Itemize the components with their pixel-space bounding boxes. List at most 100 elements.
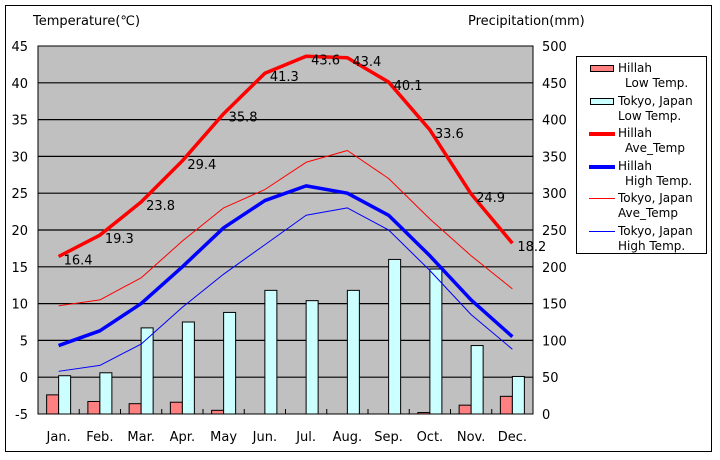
y-right-tick-label: 200 [542, 261, 567, 276]
legend: Hillah Low Temp. Tokyo, Japan Low Temp. Hill… [576, 56, 707, 254]
data-label: 18.2 [517, 240, 546, 255]
line-tokyo-japan-high-temp- [58, 207, 513, 372]
legend-item: Hillah Low Temp. [577, 60, 708, 93]
bar-1 [223, 311, 237, 415]
bar-1 [429, 268, 443, 415]
legend-swatch [589, 164, 615, 169]
legend-label: Hillah [618, 158, 652, 173]
bar-0 [87, 400, 101, 415]
legend-item: Tokyo, Japan Ave_Temp [577, 190, 708, 223]
bar-1 [99, 372, 113, 415]
legend-label: Low Temp. [625, 76, 689, 90]
legend-label: High Temp. [625, 173, 693, 188]
data-label: 43.4 [352, 55, 381, 70]
data-label: 43.6 [311, 53, 340, 68]
line-hillah-ave-temp [57, 54, 514, 259]
bar-0 [169, 401, 183, 415]
legend-item: Hillah High Temp. [577, 158, 708, 191]
legend-label: Tokyo, Japan [618, 223, 693, 238]
bar-0 [128, 403, 142, 415]
legend-label: Hillah [618, 126, 652, 140]
x-tick-label: Jul. [295, 430, 316, 445]
bar-0 [458, 404, 472, 415]
bar-1 [511, 375, 525, 415]
data-label: 41.3 [270, 70, 299, 85]
y-right-tick-label: 150 [542, 298, 567, 313]
x-axis-labels: Jan. Feb. Mar. Apr. May Jun. Jul. Aug. Sep. Oct. N… [46, 430, 527, 445]
legend-swatch [590, 97, 614, 105]
legend-swatch [589, 230, 615, 232]
y-left-tick-label: 15 [11, 261, 28, 276]
chart-frame [5, 5, 712, 452]
legend-label: Ave_Temp [625, 141, 685, 155]
y-right-tick-label: 0 [542, 408, 550, 423]
bar-1 [346, 289, 360, 415]
legend-swatch [590, 65, 614, 72]
y-axis-left-title: Temperature(℃) [32, 14, 140, 29]
x-tick-label: Feb. [86, 430, 113, 445]
bar-0 [499, 395, 513, 415]
y-left-tick-label: 0 [20, 371, 28, 386]
y-left-tick-label: -5 [15, 408, 28, 423]
legend-label: Low Temp. [618, 108, 682, 123]
legend-label: Tokyo, Japan [618, 93, 693, 108]
legend-swatch [589, 132, 615, 136]
legend-item: Hillah Ave_Temp [577, 125, 708, 158]
y-left-tick-label: 5 [20, 334, 28, 349]
x-tick-label: May [210, 430, 237, 445]
x-tick-label: Apr. [170, 430, 195, 445]
legend-swatch [589, 198, 615, 199]
bar-0 [417, 412, 431, 415]
x-tick-label: Mar. [127, 430, 154, 445]
data-label: 29.4 [187, 158, 216, 173]
y-right-tick-label: 250 [542, 224, 567, 239]
x-tick-label: Nov. [457, 430, 486, 445]
y-right-tick-label: 400 [542, 114, 567, 129]
bar-1 [140, 327, 154, 415]
bar-0 [211, 409, 225, 415]
y-axis-right-title: Precipitation(mm) [468, 14, 585, 29]
y-left-tick-label: 30 [11, 150, 28, 165]
y-axis-left: 45 40 35 30 25 20 15 10 5 0 -5 [11, 40, 28, 423]
data-label: 16.4 [64, 253, 93, 268]
data-label: 35.8 [229, 111, 258, 126]
y-left-tick-label: 45 [11, 40, 28, 55]
x-tick-label: Aug. [333, 430, 363, 445]
y-right-tick-label: 500 [542, 40, 567, 55]
bar-0 [46, 394, 60, 415]
x-tick-label: Oct. [417, 430, 444, 445]
x-tick-label: Jun. [252, 430, 277, 445]
y-right-tick-label: 100 [542, 334, 567, 349]
bar-1 [388, 258, 402, 415]
legend-item: Tokyo, Japan High Temp. [577, 223, 708, 256]
y-right-tick-label: 450 [542, 77, 567, 92]
y-right-tick-label: 50 [542, 371, 559, 386]
bar-1 [305, 300, 319, 415]
data-label: 19.3 [105, 232, 134, 247]
y-right-tick-label: 350 [542, 150, 567, 165]
bar-1 [264, 289, 278, 415]
y-left-tick-label: 25 [11, 187, 28, 202]
legend-label: High Temp. [618, 238, 686, 253]
data-label: 40.1 [394, 79, 423, 94]
bar-1 [58, 375, 72, 415]
x-tick-label: Dec. [498, 430, 527, 445]
data-label: 24.9 [476, 191, 505, 206]
data-labels: 16.4 19.3 23.8 29.4 35.8 41.3 43.6 43.4 40.1 33.6… [64, 53, 547, 268]
legend-item: Tokyo, Japan Low Temp. [577, 93, 708, 126]
legend-label: Tokyo, Japan [618, 191, 693, 205]
line-tokyo-japan-ave-temp [58, 150, 513, 307]
x-tick-label: Jan. [46, 430, 71, 445]
data-label: 33.6 [435, 127, 464, 142]
legend-label: Ave_Temp [618, 206, 678, 220]
y-left-tick-label: 20 [11, 224, 28, 239]
lines [57, 54, 514, 372]
y-right-tick-label: 300 [542, 187, 567, 202]
x-tick-label: Sep. [374, 430, 403, 445]
legend-label: Hillah [618, 61, 652, 75]
bar-1 [181, 321, 195, 415]
bars [46, 258, 525, 415]
y-left-tick-label: 40 [11, 77, 28, 92]
